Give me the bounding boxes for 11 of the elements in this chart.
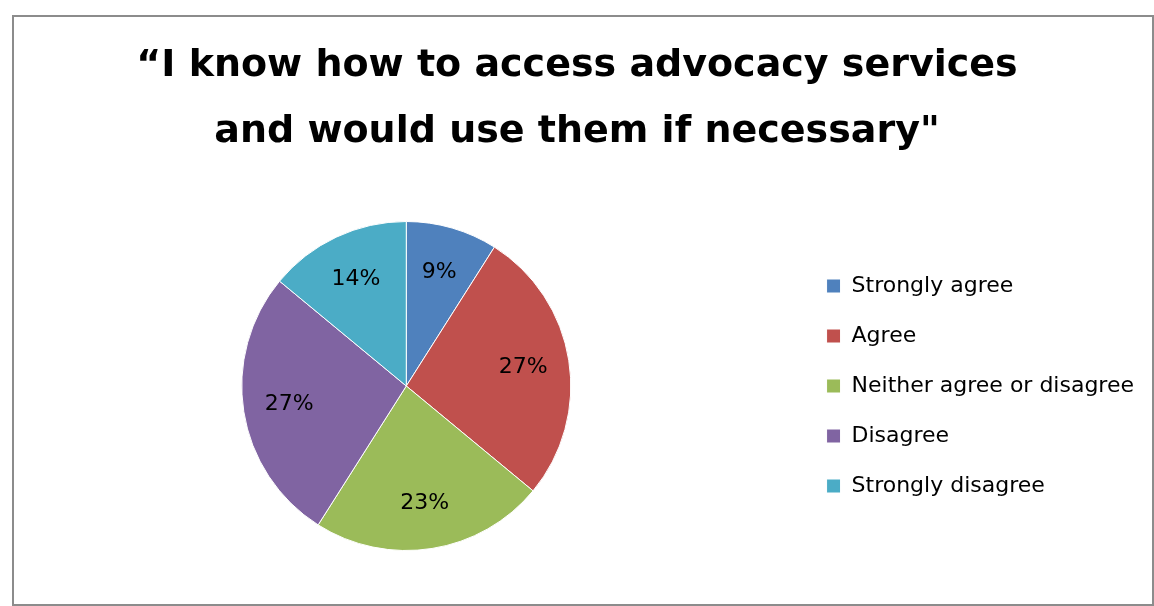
legend-label: Disagree — [851, 421, 950, 447]
legend-label: Agree — [851, 321, 917, 347]
data-label: 23% — [400, 488, 450, 514]
legend-label: Strongly disagree — [851, 471, 1045, 497]
legend-label: Strongly agree — [851, 271, 1014, 297]
data-label: 9% — [421, 257, 457, 283]
data-label: 27% — [264, 390, 314, 416]
legend-label: Neither agree or disagree — [851, 371, 1134, 397]
data-label: 27% — [498, 353, 548, 379]
chart-title: “I know how to access advocacy services and would use them if necessary" — [135, 40, 1019, 153]
data-label: 14% — [331, 264, 381, 290]
